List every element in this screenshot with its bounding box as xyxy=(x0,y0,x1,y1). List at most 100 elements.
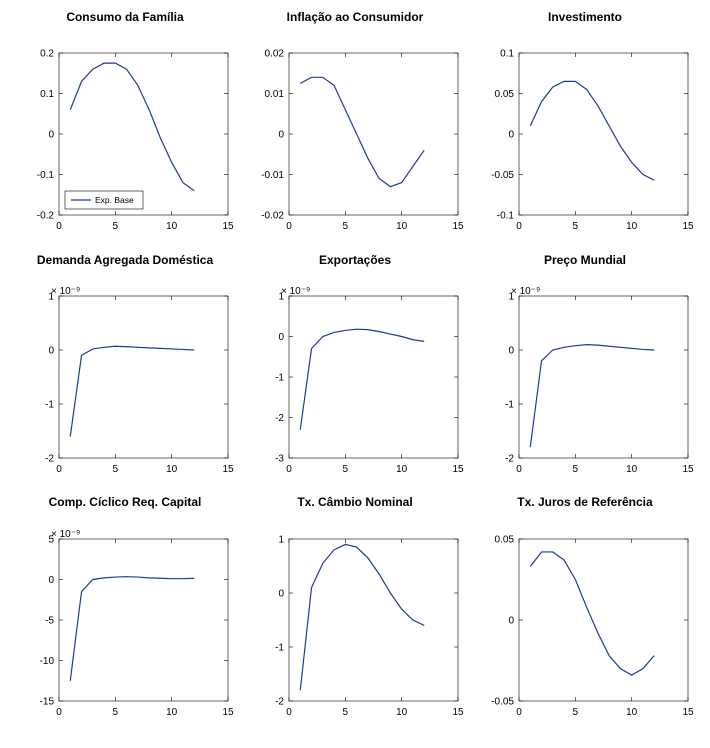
svg-text:-3: -3 xyxy=(275,453,284,464)
axis-multiplier: × 10⁻⁹ xyxy=(511,286,540,297)
svg-text:-1: -1 xyxy=(505,399,514,410)
panel-6: Comp. Cíclico Req. Capital051015-15-10-5… xyxy=(10,495,240,738)
axis-multiplier: × 10⁻⁹ xyxy=(281,286,310,297)
line-chart: 051015-0.0500.05 xyxy=(473,525,698,725)
svg-text:-0.2: -0.2 xyxy=(36,211,54,222)
svg-text:-1: -1 xyxy=(45,399,54,410)
svg-text:10: 10 xyxy=(396,464,408,475)
line-chart: 051015-15-10-505× 10⁻⁹ xyxy=(13,525,238,725)
axis-multiplier: × 10⁻⁹ xyxy=(51,529,80,540)
svg-text:0.05: 0.05 xyxy=(494,89,514,100)
svg-text:0: 0 xyxy=(48,575,54,586)
svg-text:10: 10 xyxy=(396,707,408,718)
svg-text:0: 0 xyxy=(56,464,62,475)
svg-text:-2: -2 xyxy=(45,453,54,464)
line-chart: 0 5 10 15 -2 -1 0 1 xyxy=(243,525,468,725)
svg-text:0.1: 0.1 xyxy=(500,49,514,60)
svg-text:0.01: 0.01 xyxy=(264,89,284,100)
svg-text:0: 0 xyxy=(286,464,292,475)
svg-text:0.02: 0.02 xyxy=(264,49,284,60)
svg-text:0: 0 xyxy=(278,130,284,141)
svg-text:15: 15 xyxy=(222,707,234,718)
svg-text:0.1: 0.1 xyxy=(40,89,54,100)
chart-grid: Consumo da Família051015-0.2-0.100.10.2E… xyxy=(10,10,700,738)
panel-1: Inflação ao Consumidor051015-0.02-0.0100… xyxy=(240,10,470,253)
panel-0: Consumo da Família051015-0.2-0.100.10.2E… xyxy=(10,10,240,253)
svg-text:-0.1: -0.1 xyxy=(36,170,54,181)
line-chart: 051015-2-101× 10⁻⁹ xyxy=(13,282,238,482)
line-chart: 051015-0.2-0.100.10.2Exp. Base xyxy=(13,39,238,239)
plot-area: 051015-3-2-101× 10⁻⁹ xyxy=(240,269,470,496)
svg-text:0: 0 xyxy=(508,345,514,356)
plot-area: 051015-15-10-505× 10⁻⁹ xyxy=(10,511,240,738)
panel-title: Demanda Agregada Doméstica xyxy=(37,253,213,267)
svg-text:15: 15 xyxy=(682,221,694,232)
svg-text:10: 10 xyxy=(396,221,408,232)
panel-title: Inflação ao Consumidor xyxy=(287,10,424,24)
svg-text:10: 10 xyxy=(166,464,178,475)
svg-text:5: 5 xyxy=(112,464,118,475)
panel-title: Investimento xyxy=(548,10,622,24)
svg-text:-0.1: -0.1 xyxy=(496,211,514,222)
svg-text:0: 0 xyxy=(48,130,54,141)
panel-2: Investimento051015-0.1-0.0500.050.1 xyxy=(470,10,700,253)
svg-text:0: 0 xyxy=(286,221,292,232)
panel-title: Consumo da Família xyxy=(66,10,183,24)
svg-text:10: 10 xyxy=(166,707,178,718)
svg-text:-2: -2 xyxy=(275,696,284,707)
panel-4: Exportações051015-3-2-101× 10⁻⁹ xyxy=(240,253,470,496)
panel-3: Demanda Agregada Doméstica051015-2-101× … xyxy=(10,253,240,496)
svg-text:-2: -2 xyxy=(275,413,284,424)
svg-text:0: 0 xyxy=(56,707,62,718)
plot-area: 051015-2-101× 10⁻⁹ xyxy=(10,269,240,496)
plot-area: 051015-0.2-0.100.10.2Exp. Base xyxy=(10,26,240,253)
plot-area: 0 5 10 15 -2 -1 0 1 xyxy=(240,511,470,738)
svg-text:5: 5 xyxy=(572,221,578,232)
svg-text:15: 15 xyxy=(682,464,694,475)
svg-text:0: 0 xyxy=(278,332,284,343)
svg-text:5: 5 xyxy=(572,464,578,475)
svg-text:-15: -15 xyxy=(39,696,54,707)
svg-text:-0.05: -0.05 xyxy=(491,696,514,707)
svg-text:0: 0 xyxy=(516,707,522,718)
plot-area: 051015-0.0500.05 xyxy=(470,511,700,738)
svg-text:5: 5 xyxy=(112,707,118,718)
svg-text:-2: -2 xyxy=(505,453,514,464)
svg-text:0: 0 xyxy=(278,588,284,599)
svg-text:-1: -1 xyxy=(275,642,284,653)
svg-text:5: 5 xyxy=(572,707,578,718)
svg-text:15: 15 xyxy=(452,464,464,475)
svg-text:-0.05: -0.05 xyxy=(491,170,514,181)
svg-text:0: 0 xyxy=(48,345,54,356)
svg-text:-5: -5 xyxy=(45,615,54,626)
svg-text:15: 15 xyxy=(222,221,234,232)
panel-title: Tx. Câmbio Nominal xyxy=(297,495,412,509)
svg-text:5: 5 xyxy=(342,707,348,718)
axis-multiplier: × 10⁻⁹ xyxy=(51,286,80,297)
svg-text:10: 10 xyxy=(166,221,178,232)
svg-text:1: 1 xyxy=(278,534,284,545)
svg-text:-0.01: -0.01 xyxy=(261,170,284,181)
svg-text:0: 0 xyxy=(508,130,514,141)
svg-text:0.05: 0.05 xyxy=(494,534,514,545)
line-chart: 051015-2-101× 10⁻⁹ xyxy=(473,282,698,482)
panel-7: Tx. Câmbio Nominal 0 5 10 15 -2 -1 0 1 xyxy=(240,495,470,738)
panel-title: Exportações xyxy=(319,253,391,267)
svg-text:5: 5 xyxy=(342,464,348,475)
svg-text:10: 10 xyxy=(626,707,638,718)
svg-text:15: 15 xyxy=(452,707,464,718)
svg-text:15: 15 xyxy=(682,707,694,718)
plot-area: 051015-2-101× 10⁻⁹ xyxy=(470,269,700,496)
panel-5: Preço Mundial051015-2-101× 10⁻⁹ xyxy=(470,253,700,496)
svg-text:0: 0 xyxy=(516,464,522,475)
svg-text:5: 5 xyxy=(342,221,348,232)
line-chart: 051015-0.02-0.0100.010.02 xyxy=(243,39,468,239)
svg-text:0.2: 0.2 xyxy=(40,49,54,60)
plot-area: 051015-0.02-0.0100.010.02 xyxy=(240,26,470,253)
svg-text:10: 10 xyxy=(626,221,638,232)
panel-title: Tx. Juros de Referência xyxy=(517,495,652,509)
svg-text:0: 0 xyxy=(286,707,292,718)
svg-text:15: 15 xyxy=(222,464,234,475)
svg-text:5: 5 xyxy=(112,221,118,232)
svg-text:0: 0 xyxy=(508,615,514,626)
